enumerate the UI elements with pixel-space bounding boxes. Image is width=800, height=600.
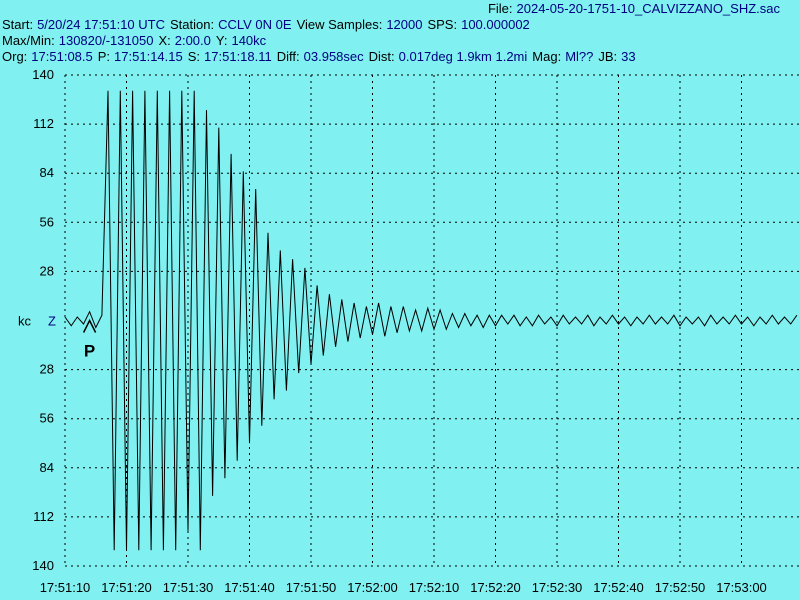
y-tick-label: 112	[33, 509, 54, 524]
header-value: CCLV 0N 0E	[218, 17, 292, 32]
header-line: Max/Min: 130820/-131050 X: 2:00.0 Y: 140kc	[2, 33, 267, 48]
header-value: 17:51:08.5	[31, 49, 92, 64]
header-key: S:	[188, 49, 200, 64]
header-value: Ml??	[565, 49, 593, 64]
header-value: 5/20/24 17:51:10 UTC	[37, 17, 165, 32]
header-key: File:	[488, 1, 513, 16]
x-tick-label: 17:51:10	[40, 580, 91, 595]
x-tick-label: 17:52:50	[655, 580, 706, 595]
header-value: 140kc	[231, 33, 266, 48]
y-tick-label: 28	[40, 362, 54, 377]
header-value: 17:51:18.11	[204, 49, 272, 64]
p-arrow	[82, 318, 97, 333]
header-key: Start:	[2, 17, 33, 32]
header-line: Org: 17:51:08.5 P: 17:51:14.15 S: 17:51:18.11…	[2, 49, 636, 64]
header-key: SPS:	[427, 17, 457, 32]
y-tick-label: 112	[33, 116, 54, 131]
p-label: P	[84, 342, 95, 361]
x-tick-label: 17:52:10	[409, 580, 460, 595]
x-tick-label: 17:53:00	[716, 580, 767, 595]
x-tick-label: 17:51:30	[163, 580, 214, 595]
y-tick-label: 56	[40, 214, 54, 229]
header-line: File: 2024-05-20-1751-10_CALVIZZANO_SHZ.s…	[488, 1, 781, 16]
header-line: Start: 5/20/24 17:51:10 UTC Station: CCLV 0…	[2, 17, 530, 32]
header-key: View Samples:	[297, 17, 383, 32]
header-key: P:	[98, 49, 110, 64]
header-key: Y:	[216, 33, 228, 48]
header-key: JB:	[598, 49, 617, 64]
x-tick-label: 17:52:00	[347, 580, 398, 595]
header-value: 12000	[386, 17, 422, 32]
x-tick-label: 17:52:30	[532, 580, 583, 595]
x-tick-label: 17:52:20	[470, 580, 521, 595]
header-value: 130820/-131050	[59, 33, 154, 48]
x-tick-label: 17:51:20	[101, 580, 152, 595]
channel-label: Z	[48, 314, 56, 329]
y-tick-label: 56	[40, 411, 54, 426]
header-key: Max/Min:	[2, 33, 55, 48]
x-tick-label: 17:51:40	[224, 580, 275, 595]
header-value: 100.000002	[461, 17, 530, 32]
x-tick-label: 17:51:50	[286, 580, 337, 595]
y-tick-label: 84	[40, 460, 54, 475]
y-tick-label: 84	[40, 165, 54, 180]
y-tick-label: 140	[32, 67, 54, 82]
y-tick-label: 140	[32, 558, 54, 573]
header-key: Diff:	[277, 49, 300, 64]
header-value: 17:51:14.15	[114, 49, 183, 64]
waveform	[64, 90, 798, 551]
header-key: X:	[158, 33, 170, 48]
header-key: Station:	[170, 17, 214, 32]
header-key: Mag:	[532, 49, 561, 64]
y-tick-label: 28	[40, 263, 54, 278]
unit-label: kc	[18, 314, 32, 329]
header-key: Dist:	[369, 49, 395, 64]
header-value: 03.958sec	[304, 49, 364, 64]
header-value: 2:00.0	[175, 33, 211, 48]
x-tick-label: 17:52:40	[593, 580, 644, 595]
header-value: 2024-05-20-1751-10_CALVIZZANO_SHZ.sac	[517, 1, 781, 16]
header-value: 33	[621, 49, 635, 64]
header-value: 0.017deg 1.9km 1.2mi	[399, 49, 528, 64]
header-key: Org:	[2, 49, 27, 64]
